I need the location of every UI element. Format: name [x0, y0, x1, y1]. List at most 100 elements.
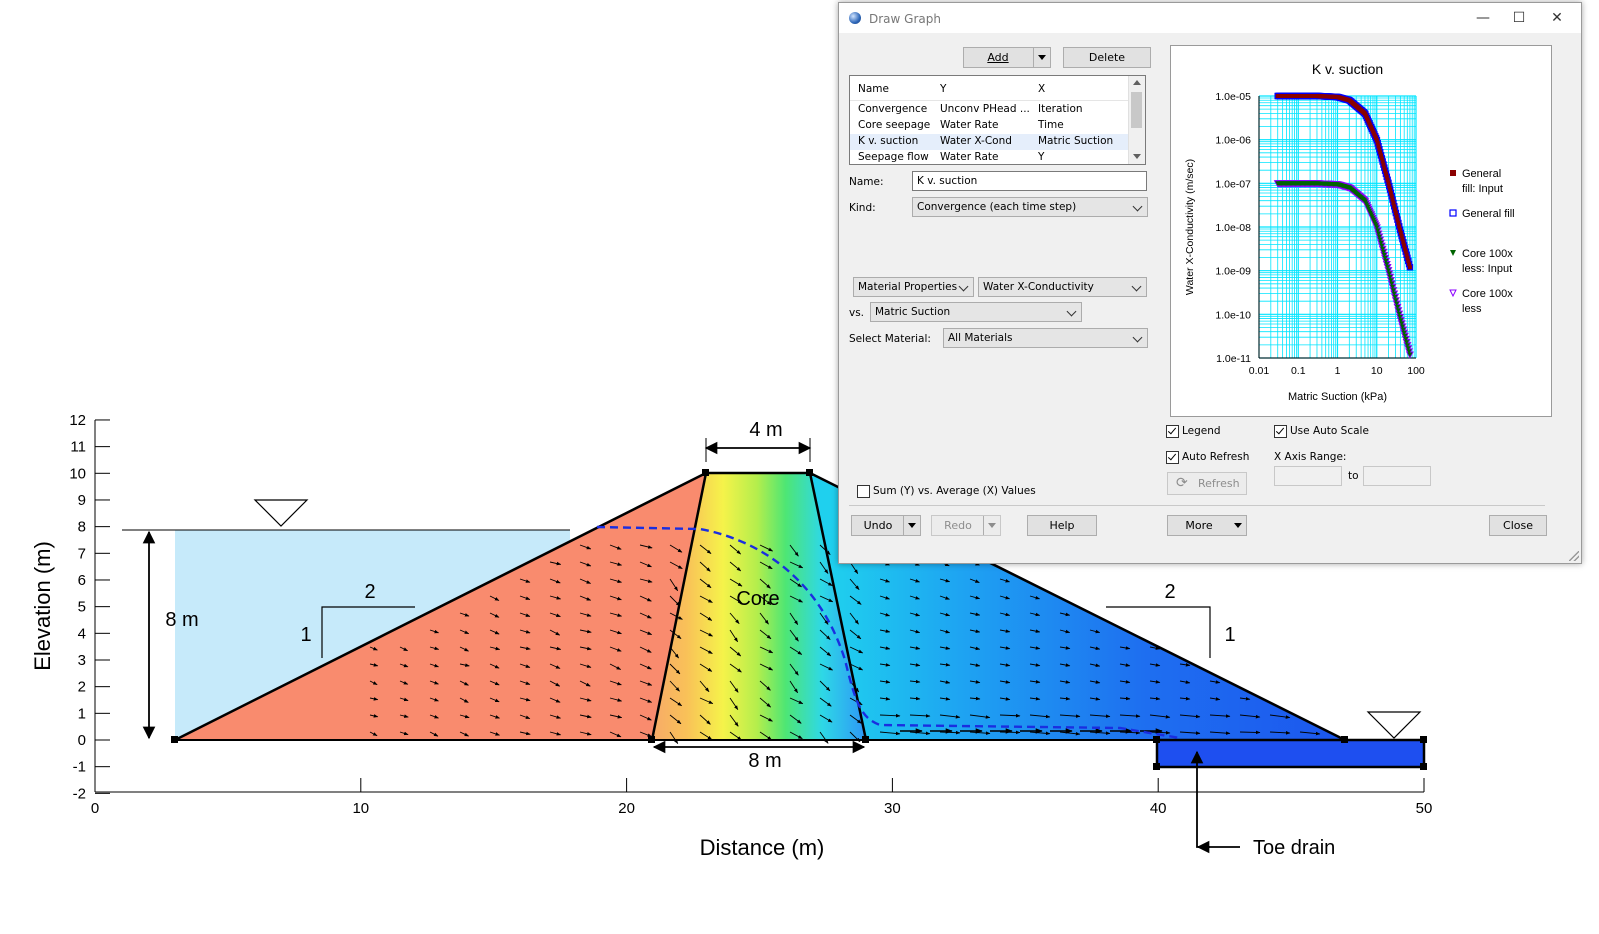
checkbox-box[interactable] — [857, 485, 870, 498]
flow-vector — [729, 714, 739, 727]
elevation-tick-label: 2 — [78, 679, 86, 696]
flow-vector — [1209, 680, 1221, 684]
flow-vector — [459, 663, 470, 667]
col-header-x[interactable]: X — [1038, 83, 1046, 95]
resize-grip-icon[interactable] — [1569, 551, 1579, 561]
data-point — [1397, 224, 1402, 229]
x-axis-min-field[interactable] — [1274, 466, 1342, 486]
data-point — [1402, 243, 1407, 248]
row-y: Water Rate — [940, 151, 999, 163]
data-point — [1387, 274, 1393, 280]
undo-button[interactable]: Undo — [851, 515, 921, 536]
flow-vector — [909, 663, 921, 667]
data-point — [1407, 352, 1413, 358]
help-button[interactable]: Help — [1027, 515, 1097, 536]
distance-tick-label: 10 — [352, 800, 369, 817]
elevation-tick-label: 0 — [78, 732, 86, 749]
flow-vector — [519, 731, 531, 736]
data-point — [1383, 259, 1389, 264]
data-point — [1396, 221, 1401, 226]
auto-refresh-checkbox[interactable]: Auto Refresh — [1166, 451, 1249, 464]
graph-list-scrollbar[interactable] — [1128, 76, 1145, 164]
scroll-down-icon[interactable] — [1129, 150, 1145, 164]
flow-vector — [729, 731, 742, 741]
data-point — [1378, 150, 1383, 155]
undo-dropdown-icon[interactable] — [903, 516, 920, 535]
scroll-up-icon[interactable] — [1129, 76, 1145, 90]
flow-vector — [1029, 646, 1041, 650]
x-tick-label: 100 — [1407, 365, 1425, 377]
y-property-select[interactable]: Water X-Conductivity — [978, 277, 1147, 297]
x-axis-max-field[interactable] — [1363, 466, 1431, 486]
flow-vector — [1029, 680, 1041, 684]
flow-vector — [459, 646, 469, 652]
data-point — [1399, 321, 1405, 326]
list-item[interactable]: Core seepage Water Rate Time — [850, 118, 1128, 134]
more-button[interactable]: More — [1167, 515, 1247, 536]
close-window-icon[interactable]: ✕ — [1551, 10, 1563, 26]
close-button[interactable]: Close — [1489, 515, 1547, 536]
flow-vector — [639, 680, 653, 686]
x-property-select[interactable]: Matric Suction — [870, 302, 1082, 322]
sum-average-checkbox[interactable]: Sum (Y) vs. Average (X) Values — [857, 485, 1036, 498]
elevation-tick-label: 8 — [78, 519, 86, 536]
legend-checkbox[interactable]: Legend — [1166, 425, 1221, 438]
dialog-titlebar[interactable]: Draw Graph — ☐ ✕ — [839, 3, 1581, 33]
flow-vector — [639, 663, 652, 670]
flow-vector — [879, 578, 890, 583]
col-header-name[interactable]: Name — [858, 83, 889, 95]
y-category-select[interactable]: Material Properties — [853, 277, 974, 297]
legend-label: General — [1462, 168, 1501, 180]
col-header-y[interactable]: Y — [940, 83, 947, 95]
delete-button[interactable]: Delete — [1063, 47, 1151, 68]
flow-vector — [879, 697, 891, 701]
elevation-tick-label: 5 — [78, 599, 86, 616]
flow-vector — [819, 663, 834, 671]
data-point — [1376, 231, 1382, 237]
flow-vector — [999, 680, 1011, 684]
flow-vector — [819, 544, 831, 555]
data-point — [1404, 340, 1410, 345]
flow-vector — [1059, 646, 1071, 650]
checkbox-box[interactable] — [1166, 425, 1179, 438]
add-dropdown-icon[interactable] — [1033, 48, 1050, 67]
graph-name-field[interactable]: K v. suction — [912, 171, 1147, 191]
list-item-selected[interactable]: K v. suction Water X-Cond Matric Suction — [850, 134, 1128, 150]
refresh-button[interactable]: ⟳ Refresh — [1167, 472, 1247, 495]
list-item[interactable]: Seepage flow Water Rate Y — [850, 150, 1128, 164]
redo-dropdown-icon[interactable] — [983, 516, 1000, 535]
flow-vector — [519, 663, 531, 668]
flow-vector — [789, 612, 799, 626]
redo-button[interactable]: Redo — [931, 515, 1001, 536]
graph-list[interactable]: Name ˆ Y X Convergence Unconv PHead ... … — [849, 75, 1146, 165]
flow-vector — [759, 714, 773, 722]
y-axis-title: Water X-Conductivity (m/sec) — [1184, 159, 1196, 295]
material-select[interactable]: All Materials — [943, 328, 1148, 348]
legend-label: General fill — [1462, 208, 1515, 220]
add-button[interactable]: Add — [963, 47, 1051, 68]
flow-vector — [489, 731, 500, 736]
graph-list-header: Name ˆ Y X — [850, 76, 1128, 101]
flow-vector — [549, 680, 561, 687]
data-point — [1386, 271, 1392, 277]
flow-vector — [699, 680, 710, 693]
upstream-slope-indicator — [321, 606, 415, 658]
maximize-icon[interactable]: ☐ — [1512, 10, 1526, 26]
core-base-width-label: 8 m — [748, 750, 781, 772]
checkbox-box[interactable] — [1166, 451, 1179, 464]
more-dropdown-icon[interactable] — [1230, 516, 1246, 535]
data-point — [1393, 207, 1398, 212]
minimize-icon[interactable]: — — [1476, 10, 1490, 26]
checkbox-box[interactable] — [1274, 425, 1287, 438]
kind-select[interactable]: Convergence (each time step) — [912, 197, 1148, 217]
data-point — [1386, 180, 1391, 185]
data-point — [1398, 227, 1403, 232]
flow-vector — [759, 697, 771, 708]
list-item[interactable]: Convergence Unconv PHead ... Iteration — [850, 102, 1128, 118]
flow-vector — [1179, 714, 1201, 719]
flow-vector — [879, 663, 891, 667]
redo-label: Redo — [944, 519, 972, 532]
scroll-thumb[interactable] — [1131, 92, 1142, 128]
use-auto-scale-checkbox[interactable]: Use Auto Scale — [1274, 425, 1369, 438]
flow-vector — [429, 646, 440, 651]
